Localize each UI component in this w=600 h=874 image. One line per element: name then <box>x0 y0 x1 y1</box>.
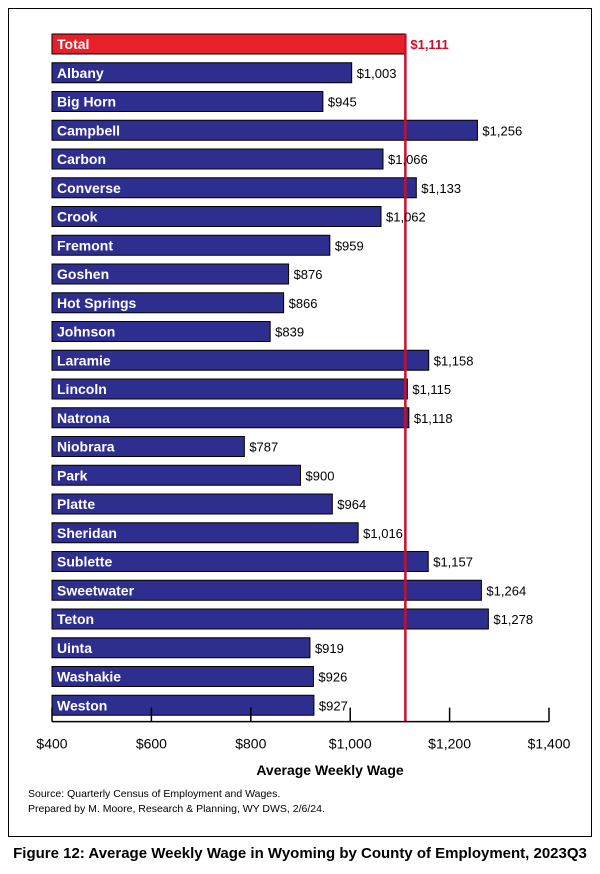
category-label: Laramie <box>57 352 111 368</box>
value-label: $1,264 <box>486 583 526 598</box>
prepared-by-line: Prepared by M. Moore, Research & Plannin… <box>28 803 325 815</box>
bar-albany <box>51 62 353 84</box>
value-label: $1,003 <box>357 66 397 81</box>
bar-weston <box>51 694 315 716</box>
bar-sublette <box>51 551 429 572</box>
bar-big-horn <box>51 91 324 112</box>
category-label: Albany <box>57 65 104 81</box>
category-label: Weston <box>57 697 107 713</box>
x-axis-label: Average Weekly Wage <box>256 762 404 778</box>
bar-sheridan <box>51 522 359 544</box>
bar-uinta <box>51 637 311 659</box>
figure-caption: Figure 12: Average Weekly Wage in Wyomin… <box>13 845 587 862</box>
bar-campbell <box>51 119 478 141</box>
value-label: $1,157 <box>433 555 473 570</box>
value-label: $1,118 <box>414 411 453 426</box>
value-label: $919 <box>315 641 344 656</box>
value-label: $959 <box>335 238 364 253</box>
category-label: Natrona <box>57 410 110 426</box>
value-label: $1,256 <box>482 123 522 138</box>
value-label: $945 <box>328 95 357 110</box>
x-tick-label: $1,400 <box>528 736 571 752</box>
bar-natrona <box>51 407 410 429</box>
bar-fremont <box>51 234 331 256</box>
bar-crook <box>51 206 382 227</box>
category-label: Converse <box>57 180 121 196</box>
bar-hot-springs <box>51 292 285 314</box>
category-label: Sheridan <box>57 525 117 541</box>
bar-carbon <box>51 148 384 170</box>
category-label: Niobrara <box>57 439 115 455</box>
category-label: Total <box>57 36 89 52</box>
value-label: $1,062 <box>386 210 426 225</box>
category-label: Hot Springs <box>57 295 137 311</box>
category-label: Sweetwater <box>57 582 135 598</box>
figure-frame <box>8 8 592 837</box>
category-label: Johnson <box>57 324 115 340</box>
category-label: Lincoln <box>57 381 107 397</box>
bar-platte <box>51 493 333 515</box>
value-label: $787 <box>249 440 278 455</box>
bar-teton <box>51 608 489 630</box>
value-label: $866 <box>289 296 318 311</box>
value-label: $927 <box>319 698 348 713</box>
bar-lincoln <box>51 378 408 400</box>
category-label: Teton <box>57 611 94 627</box>
category-label: Uinta <box>57 640 92 656</box>
source-line: Source: Quarterly Census of Employment a… <box>28 788 281 800</box>
value-label: $1,111 <box>410 37 448 52</box>
value-label: $900 <box>306 468 335 483</box>
bar-total <box>51 33 406 55</box>
bar-johnson <box>51 321 271 342</box>
value-label: $1,278 <box>493 612 533 627</box>
value-label: $1,066 <box>388 152 428 167</box>
bars-layer <box>51 33 489 722</box>
bar-washakie <box>51 666 314 687</box>
bar-park <box>51 464 301 486</box>
category-label: Sublette <box>57 554 112 570</box>
bar-sweetwater <box>51 579 482 601</box>
x-tick-label: $600 <box>136 736 167 752</box>
value-label: $964 <box>337 497 366 512</box>
x-tick-label: $1,200 <box>428 736 471 752</box>
x-tick-label: $800 <box>235 736 266 752</box>
value-label: $839 <box>275 325 304 340</box>
x-axis: $400 $600 $800 $1,000 $1,200 $1,400 <box>36 707 571 752</box>
category-label: Big Horn <box>57 94 116 110</box>
value-label: $926 <box>318 670 347 685</box>
category-label: Goshen <box>57 266 109 282</box>
category-label: Washakie <box>57 669 121 685</box>
bar-goshen <box>51 263 290 285</box>
value-label: $1,016 <box>363 526 403 541</box>
bar-converse <box>51 177 417 199</box>
labels-layer: Total $1,111 Albany $1,003 Big Horn $945 Campb… <box>57 36 533 713</box>
category-label: Park <box>57 467 88 483</box>
value-label: $1,158 <box>434 353 474 368</box>
value-label: $1,115 <box>412 382 451 397</box>
category-label: Platte <box>57 496 95 512</box>
bar-laramie <box>51 349 430 371</box>
bar-niobrara <box>51 436 245 457</box>
category-label: Crook <box>57 209 98 225</box>
x-tick-label: $400 <box>36 736 67 752</box>
category-label: Campbell <box>57 122 120 138</box>
category-label: Carbon <box>57 151 106 167</box>
category-label: Fremont <box>57 237 113 253</box>
x-tick-label: $1,000 <box>329 736 372 752</box>
value-label: $876 <box>294 267 323 282</box>
value-label: $1,133 <box>421 181 461 196</box>
